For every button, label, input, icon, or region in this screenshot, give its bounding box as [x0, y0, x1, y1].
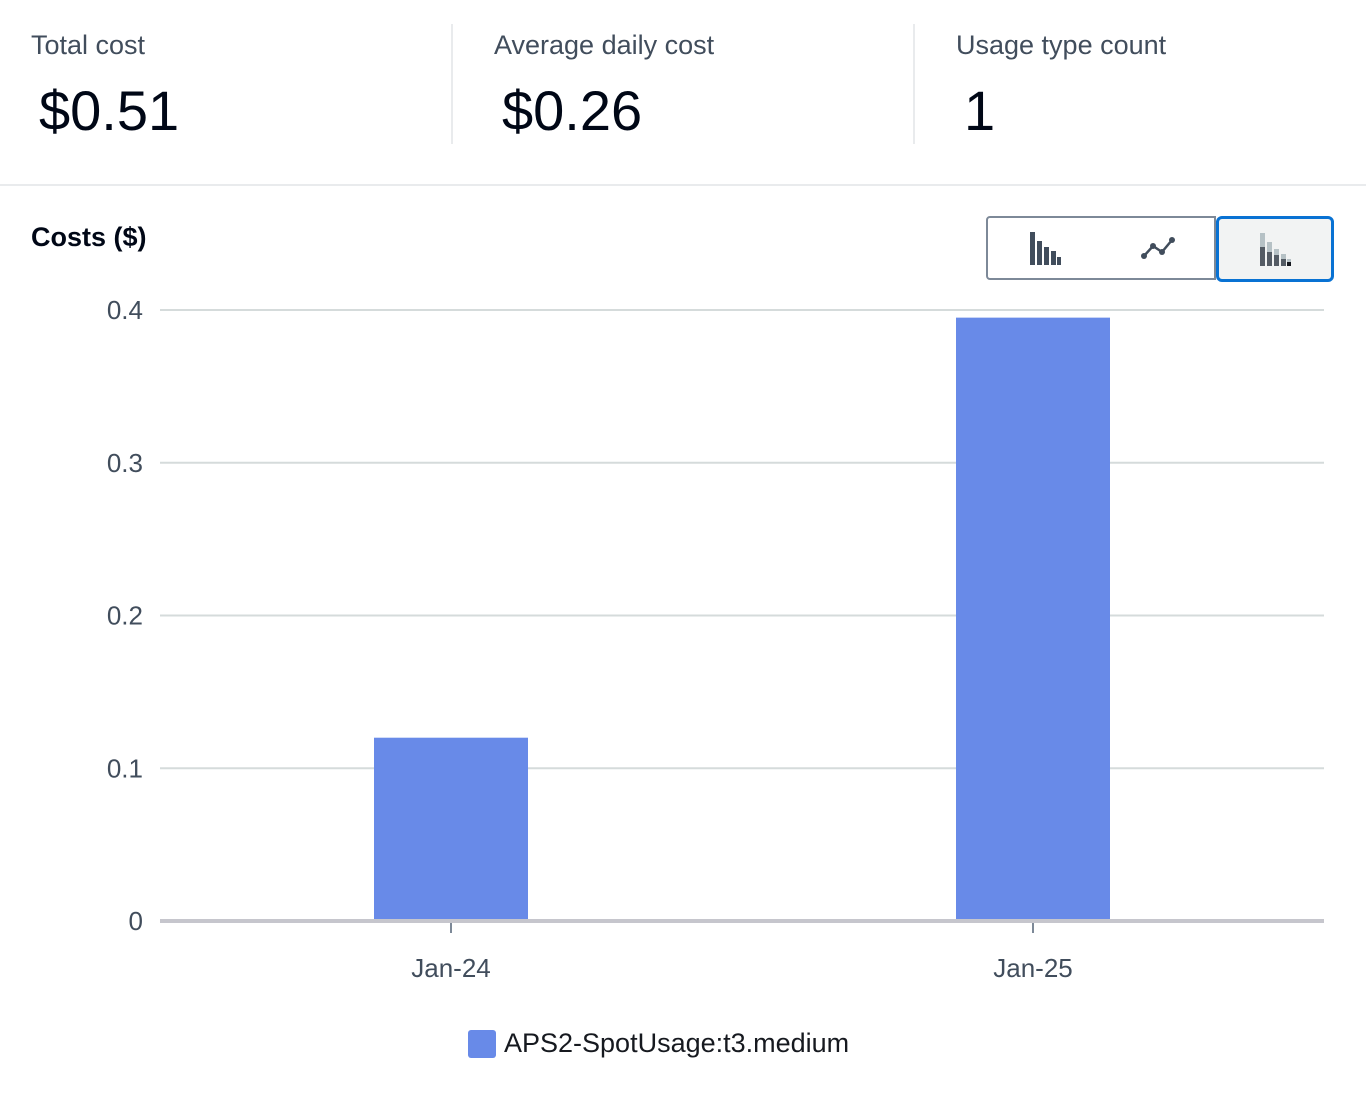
legend-swatch	[468, 1030, 496, 1058]
stacked-bar-chart-icon	[1260, 233, 1291, 266]
usage-type-count-label: Usage type count	[956, 30, 1167, 60]
x-tick-label: Jan-24	[411, 953, 491, 983]
total-cost-value: $0.51	[39, 79, 180, 142]
y-tick-label: 0.4	[107, 295, 143, 325]
x-tick-label: Jan-25	[993, 953, 1073, 983]
y-tick-label: 0.1	[107, 753, 143, 783]
cost-bar-chart: 0 0.1 0.2 0.3 0.4 Jan-24 Jan-25	[107, 295, 1324, 983]
summary-divider	[913, 24, 915, 144]
stacked-bar-chart-button[interactable]	[1216, 216, 1334, 282]
chart-title: Costs ($)	[31, 222, 147, 252]
line-chart-icon	[1141, 237, 1175, 259]
bar	[374, 737, 528, 921]
y-tick-label: 0	[129, 906, 143, 936]
total-cost-label: Total cost	[31, 30, 146, 60]
average-daily-cost-value: $0.26	[502, 79, 643, 142]
line-chart-button[interactable]	[1102, 216, 1216, 280]
y-tick-label: 0.2	[107, 601, 143, 631]
summary-divider	[451, 24, 453, 144]
usage-type-count-value: 1	[964, 79, 996, 142]
bar-chart-button[interactable]	[986, 216, 1104, 280]
average-daily-cost-label: Average daily cost	[494, 30, 715, 60]
cost-summary: Total cost $0.51 Average daily cost $0.2…	[0, 0, 1366, 186]
bar	[956, 317, 1110, 921]
legend-label[interactable]: APS2-SpotUsage:t3.medium	[504, 1028, 850, 1058]
bar-chart-icon	[1030, 232, 1061, 265]
y-tick-label: 0.3	[107, 448, 143, 478]
